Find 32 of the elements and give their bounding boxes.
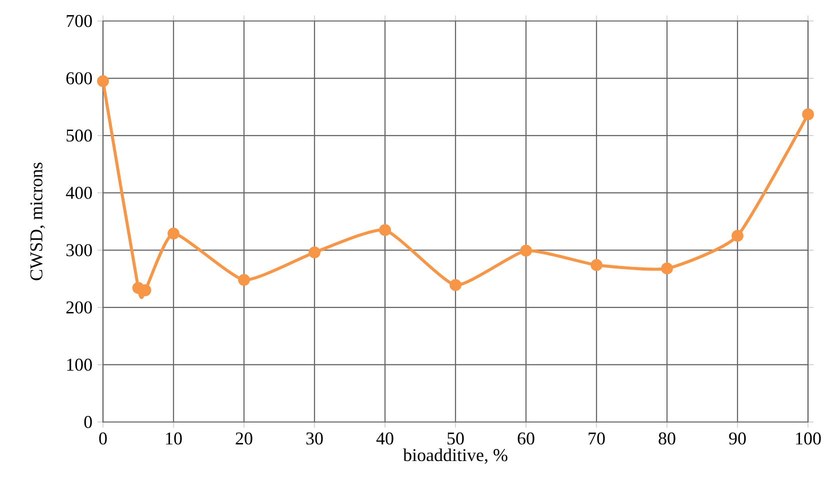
point [168,228,180,240]
x-tick-label: 20 [236,432,252,445]
point [308,246,320,258]
x-tick-label: 80 [658,432,676,445]
x-axis-title: bioadditive, % [403,448,508,464]
y-tick-label: 700 [66,14,92,28]
x-tick-label: 100 [796,432,821,445]
y-tick-label: 100 [67,358,92,371]
point [238,274,250,286]
x-tick-label: 40 [376,432,394,445]
point [732,230,744,242]
x-tick-label: 50 [448,432,464,445]
point [520,244,532,257]
point [661,262,673,274]
x-tick-label: 60 [518,432,534,445]
point [802,108,814,120]
x-tick-label: 70 [588,432,605,445]
x-tick-label: 10 [166,432,182,445]
x-tick-label: 90 [729,432,746,445]
point [379,224,391,236]
point [590,259,602,271]
y-tick-label: 500 [66,130,92,142]
x-tick-label: 30 [306,432,323,445]
y-tick-label: 0 [84,416,92,428]
y-tick-label: 600 [66,72,92,84]
y-tick-label: 200 [66,301,92,314]
point [97,75,109,88]
y-tick-label: 300 [66,244,92,256]
point [450,279,462,292]
y-tick-label: 400 [66,186,92,199]
x-tick-label: 0 [99,432,107,445]
y-axis-title: CWSD, microns [30,162,46,280]
